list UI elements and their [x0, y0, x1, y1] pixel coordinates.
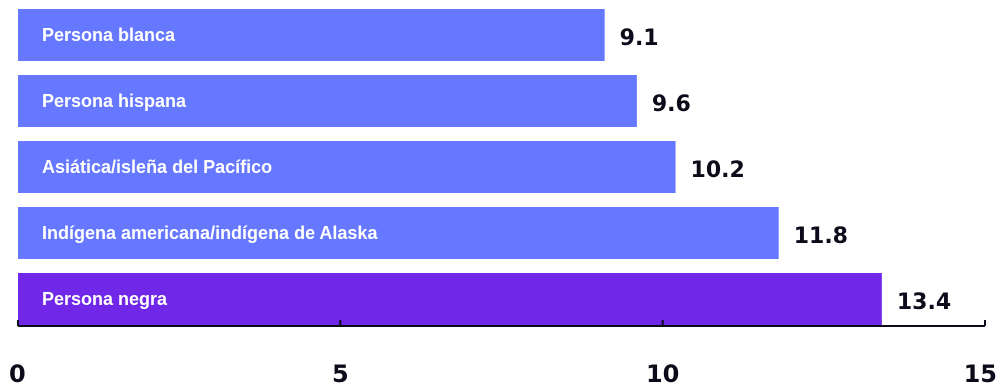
bar-value-label: 9.6 [652, 92, 691, 117]
bar-category-label: Indígena americana/indígena de Alaska [42, 223, 378, 243]
bar-category-label: Persona blanca [42, 25, 176, 45]
x-axis-tick-label: 0 [9, 360, 26, 385]
bars-layer: Persona blanca 9.1 Persona hispana 9.6 Asiát… [18, 9, 951, 325]
x-axis-tick-label: 5 [332, 360, 349, 385]
bar-4 [18, 273, 882, 325]
x-axis: 0 5 10 15 [9, 320, 997, 385]
bar-0 [18, 9, 605, 61]
bar-value-label: 9.1 [620, 26, 659, 51]
bar-category-label: Persona negra [42, 289, 168, 309]
x-axis-tick-label: 15 [964, 360, 997, 385]
x-axis-tick-label: 10 [646, 360, 679, 385]
bar-1 [18, 75, 637, 127]
bar-2 [18, 141, 676, 193]
bar-3 [18, 207, 779, 259]
bar-value-label: 11.8 [794, 224, 848, 249]
bar-category-label: Asiática/isleña del Pacífico [42, 157, 272, 177]
bar-value-label: 10.2 [691, 158, 745, 183]
bar-category-label: Persona hispana [42, 91, 187, 111]
bar-value-label: 13.4 [897, 290, 951, 315]
